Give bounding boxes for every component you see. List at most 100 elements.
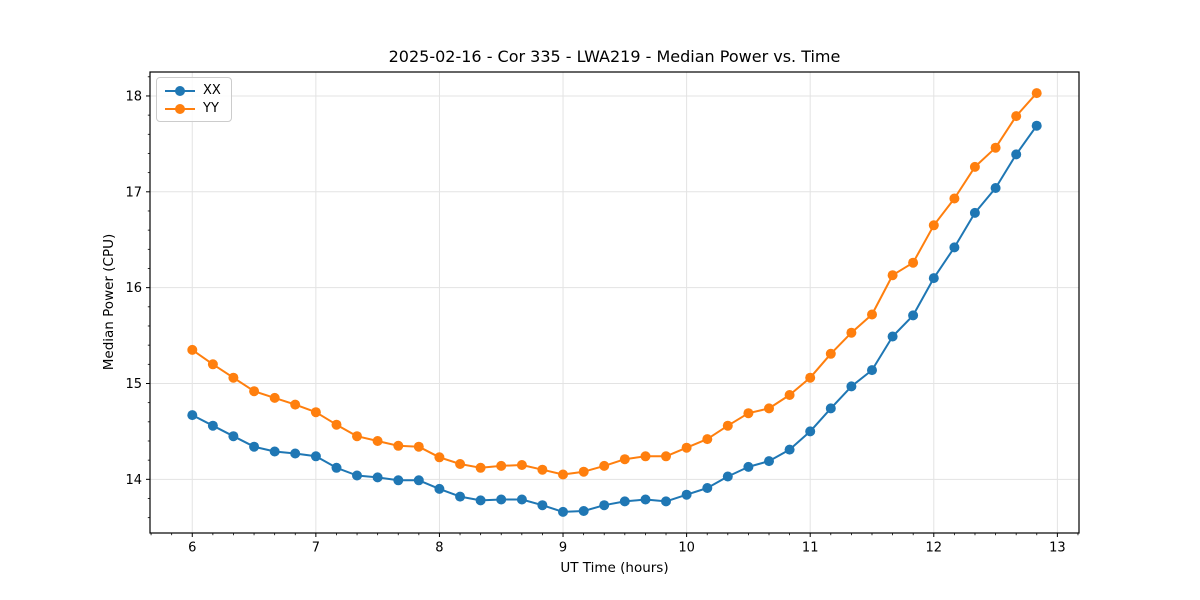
data-point-xx — [187, 410, 198, 421]
data-point-xx — [249, 441, 260, 452]
legend: XX YY — [156, 77, 232, 122]
data-point-yy — [1011, 111, 1022, 122]
data-point-yy — [640, 451, 651, 462]
data-point-xx — [908, 310, 919, 321]
y-axis-label: Median Power (CPU) — [101, 233, 117, 371]
data-point-yy — [372, 436, 383, 446]
series-line-yy — [191, 92, 1038, 476]
data-point-yy — [908, 257, 919, 268]
y-tick-label: 15 — [125, 377, 142, 392]
x-tick-label: 12 — [926, 541, 943, 556]
data-point-xx — [578, 506, 589, 516]
data-point-yy — [990, 142, 1001, 153]
data-point-yy — [331, 419, 342, 430]
data-point-yy — [1031, 88, 1042, 99]
data-point-yy — [825, 348, 836, 359]
data-point-yy — [867, 309, 877, 320]
x-axis-label: UT Time (hours) — [560, 560, 669, 576]
data-point-yy — [846, 327, 857, 338]
data-point-yy — [661, 451, 671, 462]
data-point-xx — [1031, 120, 1042, 131]
x-tick-label: 13 — [1049, 541, 1066, 556]
data-point-xx — [434, 483, 445, 494]
data-point-xx — [928, 273, 939, 284]
data-point-yy — [455, 459, 466, 469]
data-point-xx — [310, 451, 321, 462]
y-tick-label: 17 — [125, 185, 142, 200]
data-point-xx — [352, 470, 362, 481]
data-point-xx — [764, 456, 774, 467]
x-tick-label: 6 — [188, 541, 196, 556]
x-tick-label: 8 — [435, 541, 443, 556]
data-point-xx — [825, 403, 836, 414]
data-point-xx — [743, 461, 754, 472]
data-point-yy — [290, 399, 301, 410]
data-point-yy — [805, 372, 816, 383]
data-point-xx — [269, 446, 280, 457]
legend-line-marker-yy-icon — [165, 103, 195, 114]
data-point-yy — [928, 220, 939, 231]
data-point-xx — [784, 444, 795, 455]
y-tick-label: 16 — [125, 281, 142, 296]
data-point-yy — [887, 270, 898, 281]
data-point-yy — [413, 441, 424, 452]
data-point-xx — [805, 426, 816, 437]
data-point-xx — [619, 496, 630, 507]
data-point-xx — [372, 472, 383, 483]
y-tick-label: 14 — [125, 473, 142, 488]
legend-label-yy: YY — [203, 101, 219, 116]
data-point-xx — [681, 489, 692, 500]
data-point-xx — [887, 331, 898, 342]
data-point-xx — [228, 431, 239, 442]
data-point-yy — [558, 469, 568, 480]
data-point-yy — [743, 408, 754, 419]
data-point-xx — [331, 462, 342, 473]
data-point-yy — [722, 420, 733, 431]
data-point-yy — [475, 462, 486, 473]
data-point-yy — [599, 460, 610, 471]
data-point-yy — [516, 460, 527, 470]
data-point-yy — [702, 434, 713, 445]
data-point-yy — [249, 386, 260, 397]
data-point-xx — [207, 420, 218, 431]
legend-line-marker-xx-icon — [165, 85, 195, 96]
data-point-yy — [496, 460, 507, 471]
x-tick-label: 10 — [678, 541, 695, 556]
data-point-xx — [1011, 149, 1022, 160]
data-point-yy — [681, 442, 692, 453]
data-point-xx — [475, 495, 486, 506]
data-point-yy — [949, 193, 960, 204]
x-tick-label: 7 — [312, 541, 320, 556]
plot-area-border — [149, 71, 1080, 534]
data-point-xx — [455, 491, 466, 502]
data-point-xx — [722, 471, 733, 482]
data-point-yy — [619, 454, 630, 465]
data-point-yy — [969, 161, 980, 172]
legend-item-yy: YY — [164, 101, 221, 116]
data-point-yy — [784, 390, 795, 400]
data-point-yy — [310, 407, 321, 418]
data-point-xx — [393, 475, 404, 486]
data-point-yy — [537, 464, 548, 475]
y-tick-label: 18 — [125, 89, 142, 104]
data-point-yy — [228, 372, 239, 383]
data-point-yy — [764, 403, 774, 414]
data-point-yy — [352, 431, 362, 442]
data-point-xx — [969, 207, 980, 218]
legend-item-xx: XX — [164, 83, 221, 98]
data-point-yy — [187, 344, 198, 355]
data-point-xx — [702, 483, 713, 493]
data-point-xx — [413, 475, 424, 486]
data-point-yy — [578, 466, 589, 477]
data-point-yy — [269, 392, 280, 403]
data-point-yy — [434, 452, 445, 463]
data-point-xx — [496, 494, 507, 505]
x-tick-label: 11 — [802, 541, 819, 556]
chart-title: 2025-02-16 - Cor 335 - LWA219 - Median P… — [388, 47, 841, 66]
data-point-xx — [516, 494, 527, 505]
data-point-xx — [537, 500, 548, 511]
data-point-xx — [867, 365, 877, 376]
data-point-xx — [599, 500, 610, 511]
